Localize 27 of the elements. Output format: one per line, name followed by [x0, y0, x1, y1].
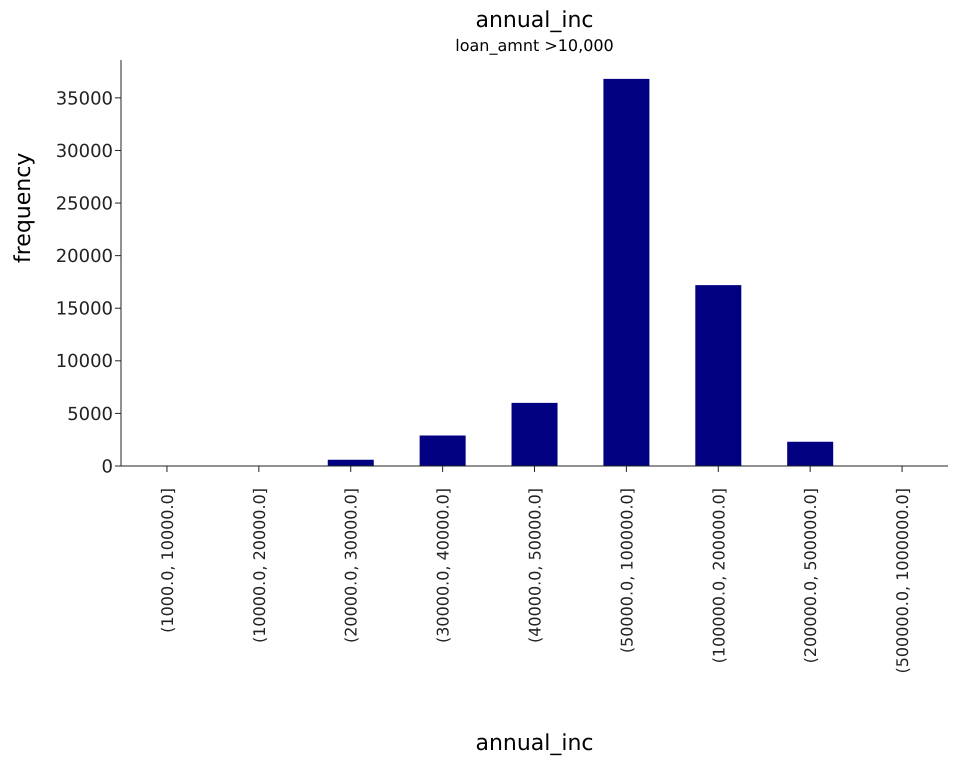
x-tick-label: (50000.0, 100000.0]	[617, 488, 636, 654]
y-axis-title: frequency	[10, 152, 36, 263]
y-tick-label: 30000	[56, 140, 113, 162]
bar	[603, 78, 650, 466]
y-tick-label: 35000	[56, 88, 113, 110]
y-tick-label: 5000	[67, 404, 113, 425]
chart-title: annual_inc	[474, 8, 595, 33]
bar	[695, 285, 742, 466]
bar	[787, 442, 834, 466]
bar	[420, 435, 466, 466]
bar	[328, 460, 374, 466]
x-tick-label: (100000.0, 200000.0]	[709, 488, 728, 664]
x-tick-label: (30000.0, 40000.0]	[434, 488, 453, 643]
x-tick-label: (200000.0, 500000.0]	[801, 488, 820, 664]
x-tick-label: (500000.0, 1000000.0]	[893, 488, 912, 674]
x-tick-label: (20000.0, 30000.0]	[342, 488, 361, 643]
y-tick-label: 25000	[56, 193, 113, 214]
y-tick-label: 10000	[56, 351, 113, 372]
y-tick-label: 0	[102, 456, 113, 478]
x-tick-label: (10000.0, 20000.0]	[250, 488, 269, 643]
y-tick-label: 15000	[56, 298, 113, 320]
x-axis-title: annual_inc	[475, 731, 594, 756]
x-tick-label: (1000.0, 10000.0]	[158, 488, 177, 633]
bar	[512, 402, 558, 466]
chart-subtitle: loan_amnt >10,000	[454, 36, 615, 55]
x-tick-label: (40000.0, 50000.0]	[526, 488, 544, 643]
y-tick-label: 20000	[56, 246, 113, 268]
